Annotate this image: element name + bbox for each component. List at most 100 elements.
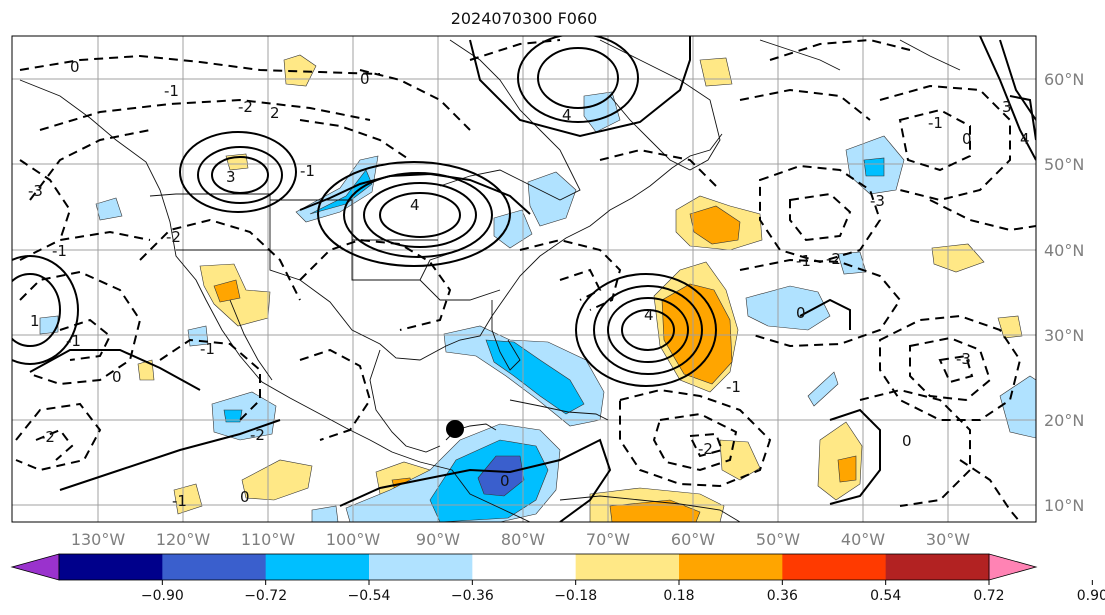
colorbar-cell bbox=[472, 554, 577, 580]
contour-label: -1 bbox=[164, 82, 179, 100]
colorbar-cell bbox=[782, 554, 887, 580]
contour-label: -1 bbox=[726, 378, 741, 396]
colorbar-tick-label: −0.36 bbox=[451, 588, 494, 604]
shade-negative bbox=[95, 197, 123, 221]
colorbar-tick-label: 0.18 bbox=[663, 588, 694, 604]
shade-positive bbox=[997, 315, 1023, 339]
contour-label: 1 bbox=[30, 312, 40, 330]
map-title: 2024070300 F060 bbox=[450, 9, 598, 28]
contour-label: 2 bbox=[270, 104, 280, 122]
colorbar-cell bbox=[885, 554, 990, 580]
lon-label: 90°W bbox=[416, 530, 460, 549]
colorbar-cell bbox=[575, 554, 680, 580]
contour-label: 0 bbox=[112, 368, 122, 386]
contour-label: 0 bbox=[902, 432, 912, 450]
shade-positive bbox=[689, 205, 741, 245]
shade-negative bbox=[863, 157, 885, 177]
colorbar-frame bbox=[58, 553, 990, 581]
colorbar-tick-label: −0.90 bbox=[141, 588, 184, 604]
shade-negative bbox=[39, 315, 59, 335]
colorbar-tick-label: 0.90 bbox=[1077, 588, 1105, 604]
shade-positive bbox=[719, 439, 761, 481]
contour-label: -2 bbox=[166, 228, 181, 246]
shade-positive bbox=[241, 459, 313, 501]
lon-label: 120°W bbox=[156, 530, 211, 549]
colorbar-cell bbox=[679, 554, 783, 580]
lon-label: 50°W bbox=[756, 530, 800, 549]
shade-negative bbox=[309, 169, 373, 215]
colorbar-cell bbox=[265, 554, 370, 580]
shade-positive bbox=[213, 279, 241, 303]
lon-label: 30°W bbox=[926, 530, 970, 549]
colorbar-cell bbox=[162, 554, 267, 580]
shade-positive bbox=[837, 455, 857, 483]
coastlines bbox=[19, 39, 961, 522]
lat-label: 60°N bbox=[1044, 70, 1084, 89]
shade-negative bbox=[807, 371, 839, 407]
shade-positive bbox=[931, 243, 985, 273]
latitude-labels: 60°N 50°N 40°N 30°N 20°N 10°N bbox=[1044, 70, 1084, 515]
contours-dashed bbox=[15, 38, 1036, 522]
colorbar-tick-label: −0.72 bbox=[244, 588, 287, 604]
contour-label: 0 bbox=[70, 58, 80, 76]
lat-label: 20°N bbox=[1044, 411, 1084, 430]
lon-label: 80°W bbox=[501, 530, 545, 549]
storm-center-marker bbox=[446, 420, 464, 438]
lat-label: 10°N bbox=[1044, 496, 1084, 515]
lon-label: 70°W bbox=[586, 530, 630, 549]
contours-solid bbox=[12, 36, 1036, 522]
shade-negative bbox=[485, 339, 585, 415]
contour-label: 0 bbox=[796, 304, 806, 322]
lon-label: 40°W bbox=[841, 530, 885, 549]
lon-label: 130°W bbox=[71, 530, 126, 549]
colorbar-tick-label: −0.54 bbox=[348, 588, 391, 604]
contour-label: -1 bbox=[796, 252, 811, 270]
contour-label: -3 bbox=[870, 192, 885, 210]
lon-label: 100°W bbox=[326, 530, 381, 549]
contour-label: 3 bbox=[1002, 98, 1012, 116]
colorbar: −0.90 −0.72 −0.54 −0.36 −0.18 0.18 0.36 0.54 0.7… bbox=[10, 553, 1105, 604]
contour-label: 4 bbox=[562, 106, 572, 124]
contour-label: -3 bbox=[956, 350, 971, 368]
shade-positive bbox=[699, 57, 733, 87]
contour-label: -1 bbox=[300, 162, 315, 180]
shade-negative bbox=[999, 375, 1036, 439]
contour-label: -2 bbox=[238, 98, 253, 116]
colorbar-extend-min bbox=[10, 553, 60, 581]
colorbar-extend-max bbox=[988, 553, 1038, 581]
lat-label: 50°N bbox=[1044, 155, 1084, 174]
lat-label: 40°N bbox=[1044, 241, 1084, 260]
shade-negative bbox=[527, 171, 577, 227]
contour-label: -2 bbox=[698, 440, 713, 458]
contour-label: 0 bbox=[962, 130, 972, 148]
colorbar-tick-label: 0.72 bbox=[973, 588, 1004, 604]
contour-label: -1 bbox=[172, 492, 187, 510]
contour-label: 0 bbox=[500, 472, 510, 490]
contour-label: 3 bbox=[226, 168, 236, 186]
shade-negative bbox=[223, 409, 243, 423]
contour-label: -3 bbox=[28, 182, 43, 200]
shade-positive bbox=[173, 483, 203, 515]
colorbar-tick-label: −0.18 bbox=[554, 588, 597, 604]
longitude-labels: 130°W 120°W 110°W 100°W 90°W 80°W 70°W 6… bbox=[71, 530, 970, 549]
contour-label: -1 bbox=[52, 242, 67, 260]
lon-label: 60°W bbox=[671, 530, 715, 549]
shade-negative bbox=[311, 505, 339, 522]
shade-positive bbox=[283, 54, 317, 87]
contour-label: -2 bbox=[40, 428, 55, 446]
shade-negative bbox=[477, 455, 525, 497]
contour-label: -1 bbox=[928, 114, 943, 132]
map-frame bbox=[11, 35, 1037, 523]
colorbar-cell bbox=[369, 554, 473, 580]
contour-label: 4 bbox=[644, 306, 654, 324]
contour-label: -2 bbox=[826, 250, 841, 268]
contour-labels: 0 0 -1 -2 2 4 3 -1 -3 4 -2 -1 1 -1 -1 0 … bbox=[28, 58, 1030, 510]
contour-label: 0 bbox=[360, 70, 370, 88]
contour-label: -2 bbox=[250, 426, 265, 444]
colorbar-tick-label: 0.54 bbox=[870, 588, 901, 604]
colorbar-tick-label: 0.36 bbox=[767, 588, 798, 604]
lon-label: 110°W bbox=[241, 530, 296, 549]
contour-label: -1 bbox=[200, 340, 215, 358]
colorbar-cell bbox=[59, 554, 163, 580]
